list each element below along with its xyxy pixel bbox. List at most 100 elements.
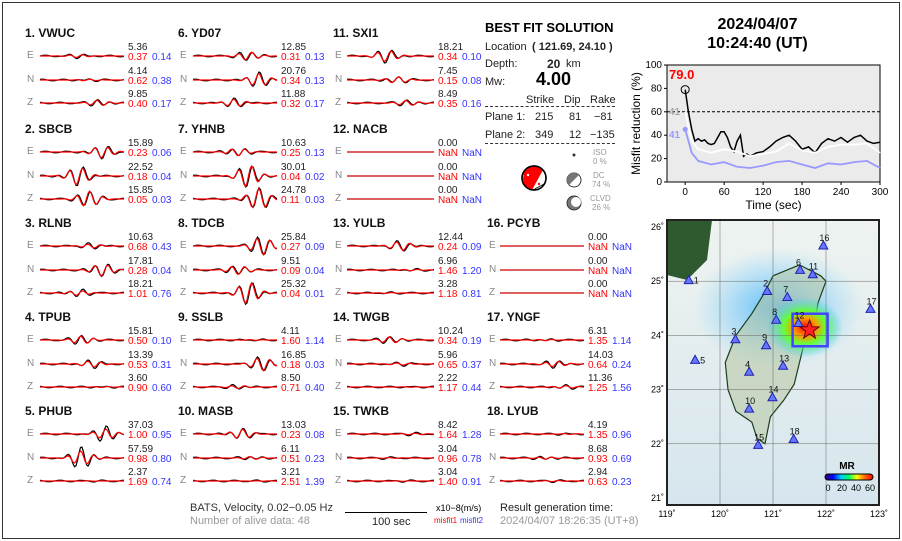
- component-label: N: [489, 357, 497, 369]
- component-label: N: [27, 451, 35, 463]
- misfit2-value: 0.06: [152, 148, 172, 159]
- waveform-trace: [347, 455, 435, 460]
- peak-amplitude: 10.63: [281, 138, 307, 149]
- location-label: Location: [485, 41, 527, 53]
- misfit1-value: NaN: [588, 242, 609, 253]
- misfit1-value: 0.18: [281, 359, 301, 371]
- misfit1-value: 0.18: [128, 171, 148, 183]
- component-label: N: [180, 73, 188, 85]
- y-tick-label: 100: [645, 60, 662, 71]
- component-label: Z: [27, 287, 34, 298]
- misfit2-value: 0.74: [152, 477, 172, 488]
- component-label: E: [180, 428, 187, 439]
- peak-amplitude: 30.01: [281, 161, 307, 173]
- lat-tick-label: 22˚: [651, 439, 664, 449]
- misfit1-value: 1.17: [438, 383, 458, 394]
- station-triangle-icon[interactable]: [793, 317, 804, 327]
- component-label: N: [27, 169, 35, 181]
- component-label: N: [489, 263, 497, 275]
- station-triangle-icon[interactable]: [794, 264, 806, 274]
- plane1-strike: 215: [535, 111, 554, 123]
- component-label: E: [180, 146, 187, 157]
- station-triangle-icon[interactable]: [770, 314, 782, 324]
- misfit2-value: NaN: [612, 242, 633, 253]
- synthetic-waveform: [347, 75, 434, 83]
- station-triangle-icon[interactable]: [817, 239, 829, 250]
- component-label: E: [489, 240, 496, 251]
- misfit2-value: 0.23: [612, 477, 632, 488]
- station-title: 13. YULB: [333, 216, 386, 230]
- station-triangle-icon[interactable]: [767, 391, 778, 402]
- generation-label: Result generation time:: [500, 502, 614, 514]
- station-triangle-icon[interactable]: [743, 366, 755, 376]
- misfit2-value: 0.40: [305, 383, 325, 394]
- synthetic-waveform: [193, 98, 277, 107]
- x-tick-label: 300: [872, 187, 889, 198]
- synthetic-waveform: [40, 360, 124, 368]
- component-label: E: [27, 428, 34, 439]
- misfit2-value: 0.24: [612, 359, 632, 371]
- mechanism-graphics: [521, 153, 582, 211]
- component-label: Z: [180, 193, 187, 204]
- misfit2-value: 0.17: [152, 99, 172, 110]
- component-label: Z: [180, 475, 187, 486]
- component-label: E: [27, 334, 34, 345]
- misfit2-value: 0.81: [462, 289, 482, 300]
- colorbar-tick: 20: [837, 483, 847, 493]
- component-label: N: [180, 451, 188, 463]
- station-triangle-icon[interactable]: [683, 274, 695, 285]
- misfit2-value: 0.76: [152, 289, 172, 300]
- component-label: N: [335, 451, 343, 463]
- network-info: BATS, Velocity, 0.02−0.05 Hz: [190, 502, 333, 514]
- misfit1-value: 1.00: [128, 430, 148, 441]
- station-triangle-icon[interactable]: [743, 403, 755, 413]
- misfit2-value: 0.03: [152, 195, 172, 206]
- peak-amplitude: 13.39: [128, 349, 154, 361]
- station-triangle-icon[interactable]: [752, 439, 764, 449]
- waveform-trace: [347, 75, 435, 84]
- synthetic-waveform: [193, 281, 278, 305]
- waveform-trace: [347, 49, 435, 64]
- misfit1-value: 1.35: [588, 430, 608, 441]
- peak-amplitude: 0.00: [588, 279, 608, 290]
- synthetic-waveform: [193, 237, 278, 256]
- misfit1-value: 1.64: [438, 430, 458, 441]
- x-axis-label: Time (sec): [745, 198, 801, 212]
- waveform-trace: [347, 198, 434, 200]
- station-title: 8. TDCB: [178, 216, 225, 230]
- misfit2-value: 0.13: [305, 75, 325, 87]
- misfit2-value: 0.95: [152, 430, 172, 441]
- station-triangle-icon[interactable]: [865, 303, 876, 313]
- station-triangle-icon[interactable]: [760, 339, 772, 350]
- misfit1-value: 0.50: [128, 336, 148, 347]
- station-triangle-icon[interactable]: [730, 333, 741, 344]
- station-label: 7: [783, 284, 788, 294]
- waveform-trace: [193, 281, 278, 306]
- station-title: 15. TWKB: [333, 404, 390, 418]
- misfit1-value: 0.34: [438, 336, 458, 347]
- synthetic-waveform: [40, 99, 124, 107]
- misfit1-value: 0.28: [128, 265, 148, 277]
- station-label: 4: [745, 359, 750, 369]
- station-triangle-icon[interactable]: [689, 354, 701, 364]
- station-title: 2. SBCB: [25, 122, 73, 136]
- synthetic-waveform: [347, 292, 434, 295]
- station-triangle-icon[interactable]: [807, 268, 819, 279]
- misfit1-value: 0.40: [128, 99, 148, 110]
- station-triangle-icon[interactable]: [781, 291, 793, 301]
- x-tick-label: 180: [794, 187, 811, 198]
- misfit2-value: 0.10: [462, 52, 482, 63]
- synthetic-waveform: [347, 432, 435, 436]
- misfit1-value: 0.23: [128, 148, 148, 159]
- waveform-trace: [40, 358, 125, 369]
- station-triangle-icon[interactable]: [777, 360, 789, 370]
- epicenter-star-icon: [798, 318, 821, 340]
- peak-amplitude: 3.60: [128, 373, 148, 384]
- misfit2-value: 0.10: [152, 336, 172, 347]
- blue-start-marker: [682, 126, 688, 132]
- synthetic-waveform: [40, 263, 125, 277]
- station-triangle-icon[interactable]: [788, 433, 800, 443]
- station-triangle-icon[interactable]: [761, 285, 773, 295]
- component-label: N: [180, 263, 188, 275]
- waveform-trace: [500, 268, 584, 271]
